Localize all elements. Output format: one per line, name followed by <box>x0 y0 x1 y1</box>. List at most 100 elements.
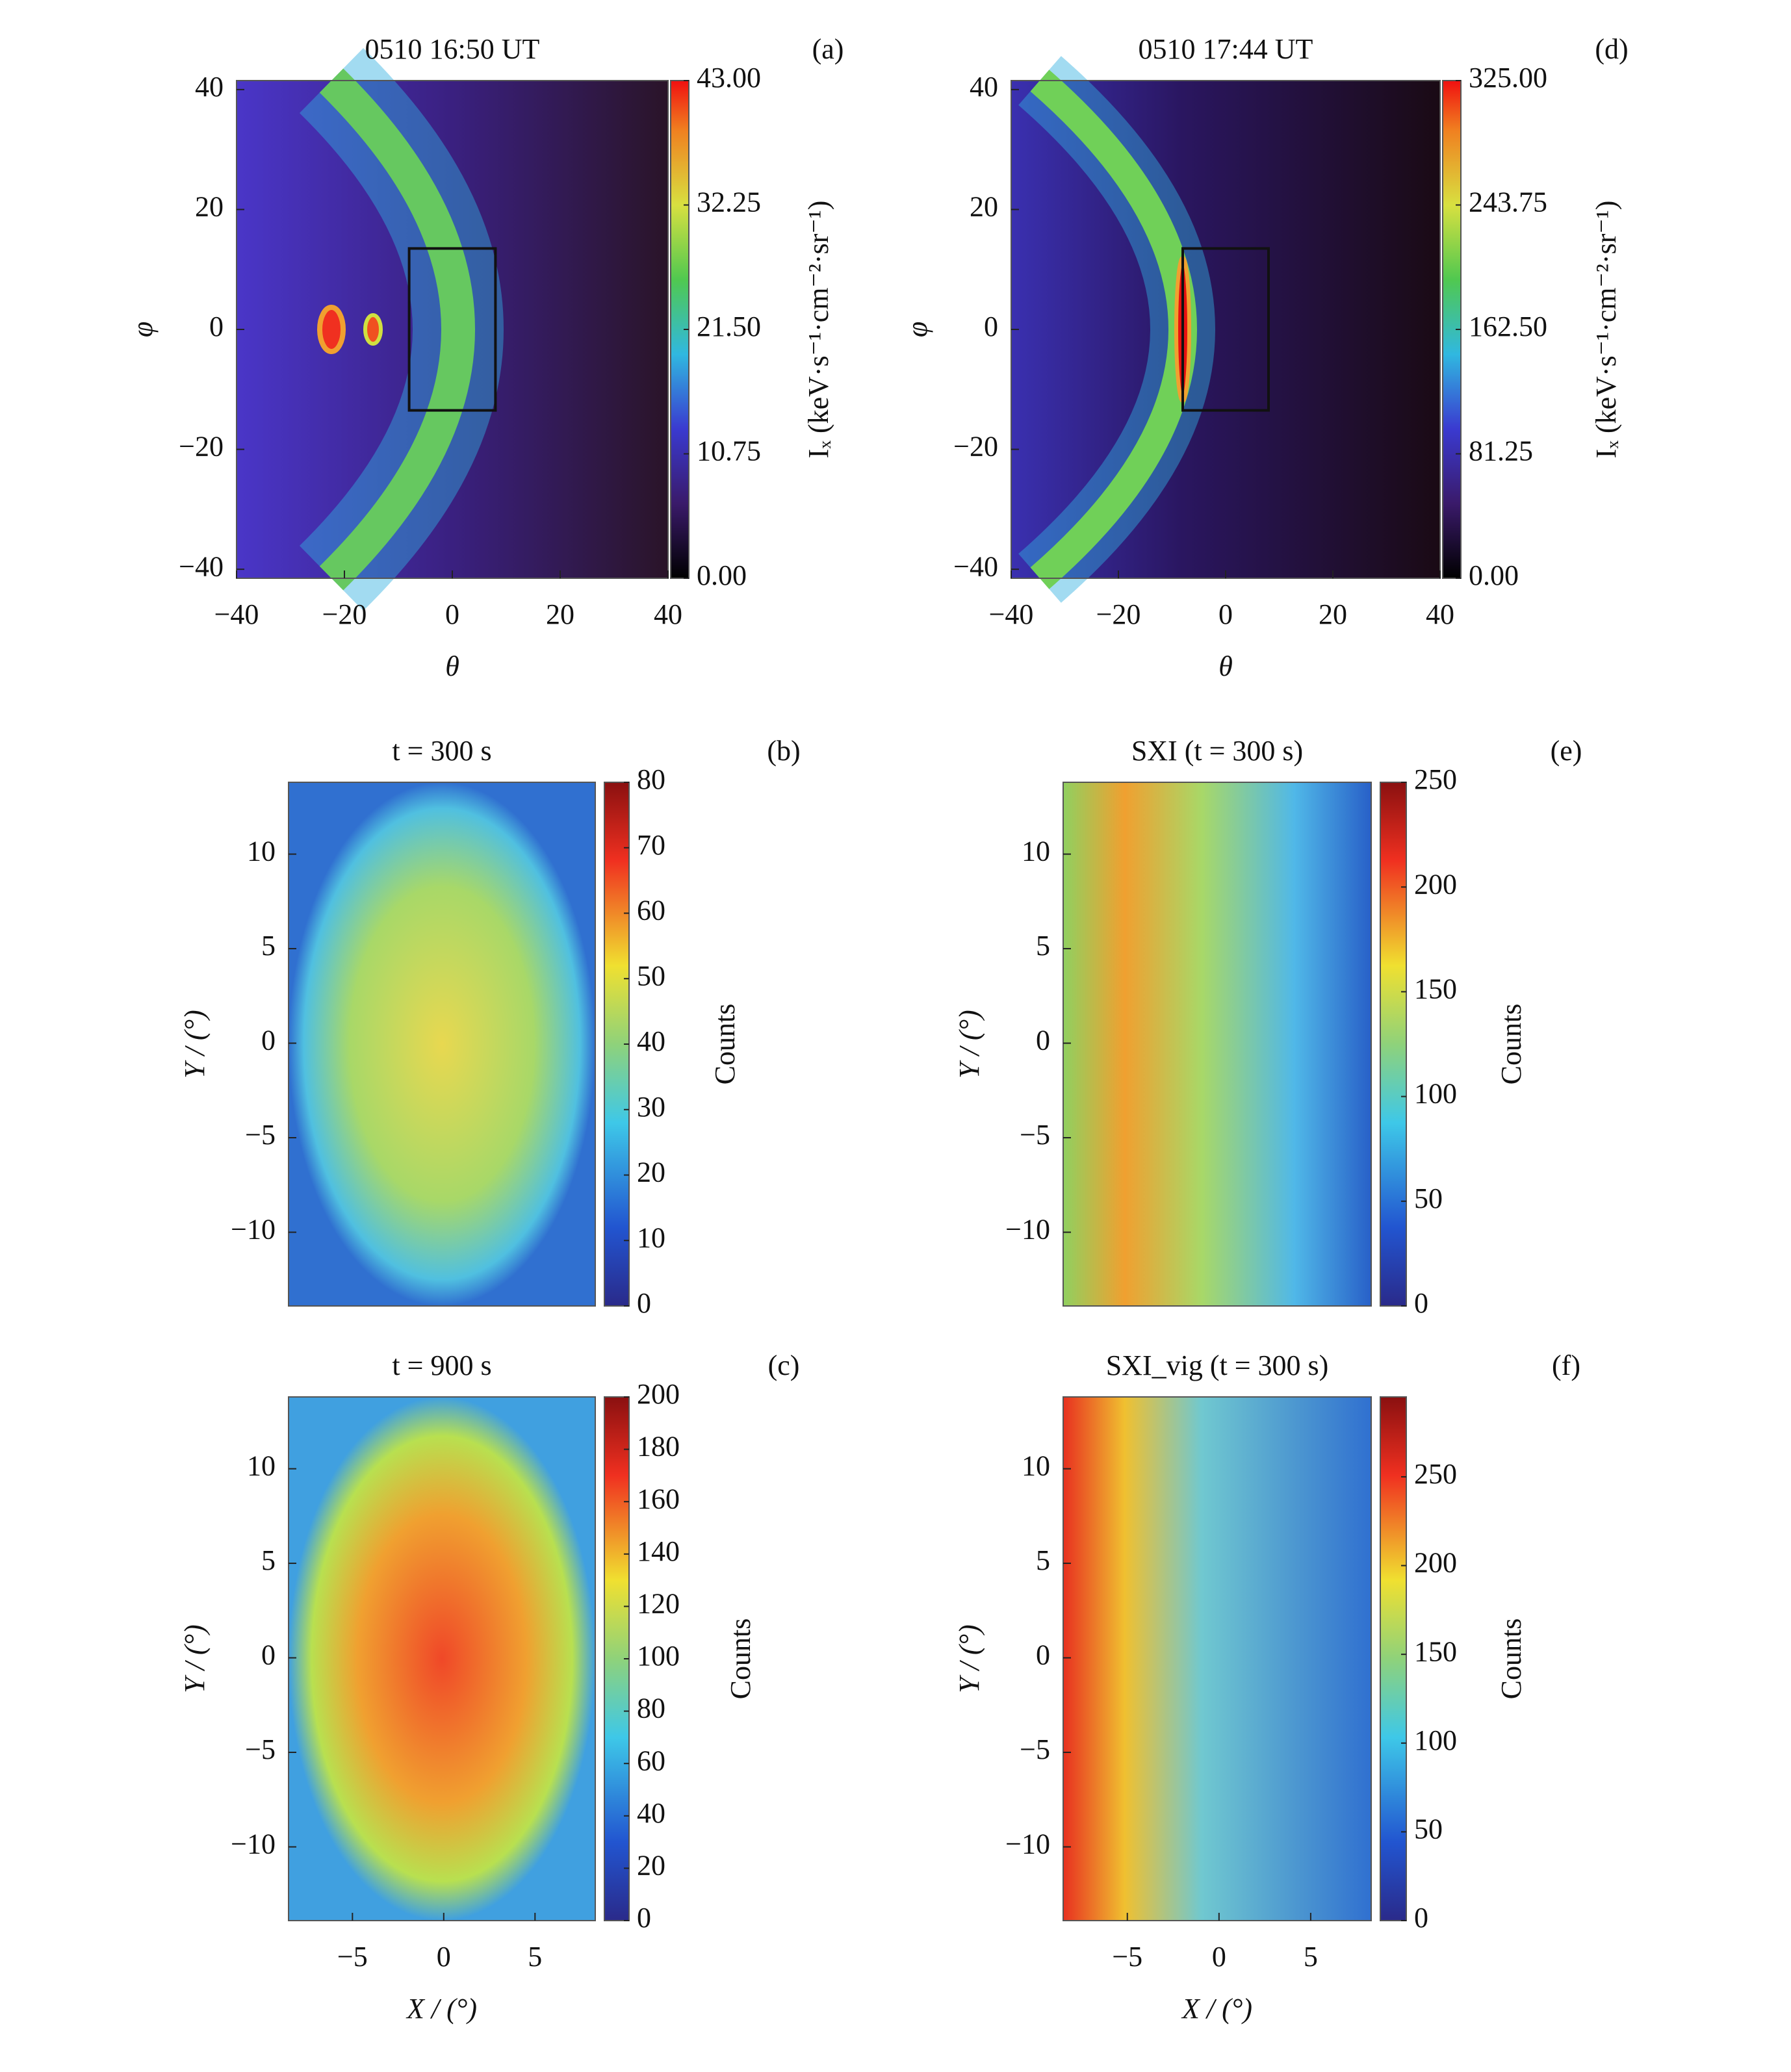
x-tick-label: −40 <box>989 598 1034 630</box>
y-tick-label: 40 <box>970 71 998 103</box>
heatmap-image <box>289 1397 595 1921</box>
colorbar-tick-label: 160 <box>637 1483 680 1515</box>
colorbar-tick-label: 200 <box>637 1378 680 1410</box>
colorbar-tick-label: 80 <box>637 1693 665 1724</box>
emission-blob <box>317 305 346 354</box>
colorbar-tick-label: 0 <box>1414 1287 1428 1319</box>
colorbar-tick-label: 50 <box>1414 1813 1443 1845</box>
panel-label: (d) <box>1595 33 1628 65</box>
x-tick-label: 40 <box>654 598 682 630</box>
colorbar-tick-label: 50 <box>1414 1183 1443 1214</box>
colorbar-tick-label: 60 <box>637 1745 665 1776</box>
y-tick-label: −5 <box>245 1119 276 1151</box>
y-axis-label: Y / (°) <box>179 1624 211 1693</box>
colorbar-tick-label: 162.50 <box>1469 311 1547 342</box>
y-axis-label: Y / (°) <box>179 1010 211 1079</box>
y-axis-label: Y / (°) <box>953 1624 985 1693</box>
colorbar-tick-label: 100 <box>637 1640 680 1672</box>
colorbar-tick-label: 70 <box>637 829 665 861</box>
x-tick-label: 5 <box>1304 1941 1318 1973</box>
colorbar-tick-label: 43.00 <box>697 62 761 94</box>
colorbar-tick-label: 20 <box>637 1157 665 1188</box>
colorbar-tick-label: 120 <box>637 1587 680 1619</box>
x-tick-label: −20 <box>322 598 367 630</box>
colorbar <box>1380 782 1407 1307</box>
colorbar-tick-label: 250 <box>1414 763 1457 795</box>
colorbar-tick-label: 10 <box>637 1221 665 1253</box>
heatmap-image <box>1011 81 1440 578</box>
y-tick-label: −5 <box>1020 1119 1050 1151</box>
colorbar-tick-label: 40 <box>637 1025 665 1057</box>
colorbar-tick-label: 150 <box>1414 973 1457 1004</box>
x-tick-label: −5 <box>1112 1941 1142 1973</box>
x-tick-label: 5 <box>528 1941 542 1973</box>
y-tick-label: −10 <box>1005 1828 1050 1860</box>
y-tick-label: 0 <box>261 1639 276 1671</box>
colorbar-label: Counts <box>709 1004 741 1085</box>
colorbar <box>1380 1396 1407 1921</box>
panel-label: (c) <box>768 1349 800 1381</box>
colorbar-label: Counts <box>725 1618 756 1700</box>
colorbar-label: Iₓ (keV·s⁻¹·cm⁻²·sr⁻¹) <box>1590 201 1622 459</box>
y-tick-label: 10 <box>247 1450 276 1482</box>
heatmap-image <box>1063 782 1371 1306</box>
field-of-view-box <box>407 247 497 412</box>
y-tick-label: 0 <box>1036 1639 1050 1671</box>
plot-frame <box>1063 1396 1372 1921</box>
x-tick-label: −40 <box>214 598 259 630</box>
x-tick-label: 20 <box>1319 598 1347 630</box>
colorbar-tick-label: 200 <box>1414 1547 1457 1579</box>
panel-label: (a) <box>812 33 844 65</box>
y-axis-label: φ <box>901 322 933 337</box>
colorbar-tick-label: 0 <box>637 1902 651 1934</box>
y-tick-label: −10 <box>1005 1214 1050 1246</box>
colorbar-tick-label: 60 <box>637 895 665 927</box>
y-tick-label: 0 <box>984 311 998 342</box>
y-tick-label: 0 <box>261 1025 276 1056</box>
colorbar-tick-label: 50 <box>637 960 665 991</box>
colorbar-label: Counts <box>1495 1004 1527 1085</box>
panel-label: (f) <box>1552 1349 1580 1381</box>
y-axis-label: φ <box>127 322 159 337</box>
y-tick-label: 5 <box>1036 1544 1050 1576</box>
colorbar-tick-label: 81.25 <box>1469 435 1533 467</box>
y-tick-label: −40 <box>179 550 224 582</box>
x-axis-label: X / (°) <box>406 1993 477 2025</box>
y-tick-label: −10 <box>231 1214 276 1246</box>
colorbar-tick-label: 80 <box>637 763 665 795</box>
chart-title: t = 900 s <box>392 1349 491 1381</box>
heatmap-image <box>1063 1397 1371 1921</box>
x-tick-label: 0 <box>437 1941 451 1973</box>
y-tick-label: −5 <box>245 1733 276 1765</box>
y-tick-label: −20 <box>953 431 998 463</box>
chart-title: SXI_vig (t = 300 s) <box>1106 1349 1329 1381</box>
colorbar-tick-label: 250 <box>1414 1458 1457 1490</box>
colorbar-label: Iₓ (keV·s⁻¹·cm⁻²·sr⁻¹) <box>803 201 834 459</box>
y-tick-label: 5 <box>261 1544 276 1576</box>
colorbar-tick-label: 0.00 <box>1469 559 1519 591</box>
y-tick-label: 5 <box>1036 930 1050 962</box>
colorbar-tick-label: 30 <box>637 1091 665 1123</box>
x-axis-label: θ <box>445 650 459 682</box>
y-tick-label: 20 <box>195 191 224 223</box>
y-tick-label: −40 <box>953 550 998 582</box>
emission-blob <box>363 313 383 346</box>
colorbar-tick-label: 32.25 <box>697 186 761 218</box>
colorbar-tick-label: 40 <box>637 1797 665 1829</box>
y-tick-label: −20 <box>179 431 224 463</box>
plot-frame <box>1063 782 1372 1307</box>
colorbar-tick-label: 100 <box>1414 1078 1457 1110</box>
colorbar-label: Counts <box>1495 1618 1527 1700</box>
field-of-view-box <box>1181 247 1270 412</box>
colorbar-tick-label: 20 <box>637 1849 665 1881</box>
y-tick-label: 10 <box>1022 836 1050 867</box>
x-tick-label: −20 <box>1096 598 1141 630</box>
y-tick-label: −10 <box>231 1828 276 1860</box>
x-tick-label: −5 <box>337 1941 368 1973</box>
colorbar-tick-label: 21.50 <box>697 311 761 342</box>
plot-frame <box>288 1396 596 1921</box>
colorbar-tick-label: 140 <box>637 1535 680 1567</box>
colorbar-tick-label: 243.75 <box>1469 186 1547 218</box>
x-axis-label: X / (°) <box>1181 1993 1252 2025</box>
